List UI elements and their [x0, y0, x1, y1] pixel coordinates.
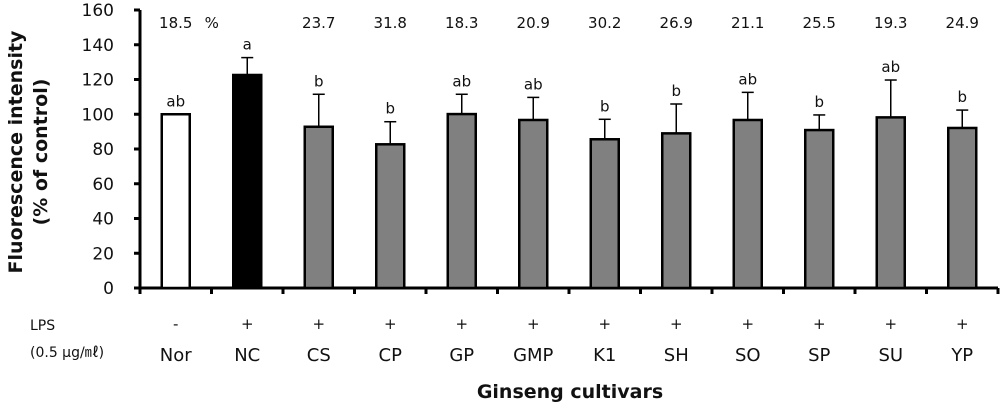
lps-sign: +: [956, 315, 969, 333]
bar-sh: [661, 132, 692, 290]
x-tick-label: Nor: [160, 345, 192, 366]
lps-sign: +: [670, 315, 683, 333]
significance-label: a: [243, 36, 252, 54]
y-tick-label: 160: [82, 1, 114, 21]
bar-sp: [804, 128, 835, 290]
y-tick-label: 20: [92, 244, 114, 264]
top-value-label: 20.9: [517, 14, 550, 32]
lps-sign: +: [527, 315, 540, 333]
bar-gmp: [518, 118, 549, 290]
x-tick-label: CP: [379, 345, 403, 366]
lps-row-label: LPS: [30, 318, 55, 334]
y-axis: 0 20 40 60 80 100 120 140 160: [82, 1, 142, 299]
significance-label: b: [385, 100, 395, 118]
bar-cp: [375, 143, 406, 290]
x-tick-label: SU: [878, 345, 903, 366]
x-axis: [138, 286, 1000, 294]
top-value-label: 23.7: [302, 14, 335, 32]
x-tick-label: YP: [950, 345, 973, 366]
lps-sign: +: [884, 315, 897, 333]
bar-cs: [303, 125, 334, 290]
top-value-label: 24.9: [946, 14, 979, 32]
significance-label: b: [600, 97, 610, 115]
x-tick-label: GP: [449, 345, 474, 366]
top-value-label: 25.5: [803, 14, 836, 32]
bars: [160, 56, 978, 290]
significance-label: b: [957, 88, 967, 106]
bar-yp: [947, 126, 978, 290]
lps-sign: +: [312, 315, 325, 333]
top-value-label: 18.5: [159, 14, 192, 32]
significance-label: ab: [166, 92, 185, 110]
y-tick-label: 80: [92, 140, 114, 160]
x-axis-title: Ginseng cultivars: [477, 381, 663, 403]
top-value-label: 21.1: [731, 14, 764, 32]
top-value-label: 26.9: [660, 14, 693, 32]
x-tick-label: GMP: [513, 345, 553, 366]
lps-sign: +: [741, 315, 754, 333]
lps-sign: +: [813, 315, 826, 333]
significance-label: ab: [738, 70, 757, 88]
x-tick-label: CS: [307, 345, 331, 366]
significance-label: b: [314, 72, 324, 90]
y-tick-label: 60: [92, 175, 114, 195]
x-tick-label: SH: [664, 345, 689, 366]
y-tick-label: 100: [82, 105, 114, 125]
lps-sign: -: [173, 315, 178, 333]
y-axis-title-line1: Fluorescence intensity: [5, 30, 27, 274]
lps-dose-label: (0.5 μg/㎖): [30, 345, 104, 361]
y-tick-label: 0: [103, 279, 114, 299]
significance-label: ab: [524, 75, 543, 93]
y-tick-label: 120: [82, 71, 114, 91]
x-tick-label: SO: [735, 345, 761, 366]
x-tick-label: SP: [808, 345, 830, 366]
top-value-label: 30.2: [588, 14, 621, 32]
y-tick-label: 40: [92, 210, 114, 230]
top-value-label: 18.3: [445, 14, 478, 32]
bar-so: [732, 118, 763, 290]
lps-sign: +: [241, 315, 254, 333]
top-label-unit: %: [205, 14, 219, 32]
significance-label: ab: [452, 72, 471, 90]
x-tick-label: NC: [234, 345, 260, 366]
y-axis-title-line2: (% of control): [30, 79, 52, 226]
x-tick-label: K1: [593, 345, 616, 366]
significance-label: ab: [881, 58, 900, 76]
bar-su: [875, 116, 906, 290]
labels: ab 18.5 - Nor a + NC b 23.7 + CS b 31.8 + CP ab 18.3 + GP a…: [159, 14, 979, 366]
lps-sign: +: [598, 315, 611, 333]
lps-sign: +: [455, 315, 468, 333]
bar-nc: [232, 73, 263, 290]
significance-label: b: [814, 93, 824, 111]
significance-label: b: [671, 82, 681, 100]
bar-nor: [160, 113, 191, 290]
y-tick-label: 140: [82, 36, 114, 56]
top-value-label: 19.3: [874, 14, 907, 32]
bar-gp: [446, 112, 477, 290]
lps-sign: +: [384, 315, 397, 333]
top-value-label: 31.8: [374, 14, 407, 32]
bar-k1: [589, 138, 620, 290]
